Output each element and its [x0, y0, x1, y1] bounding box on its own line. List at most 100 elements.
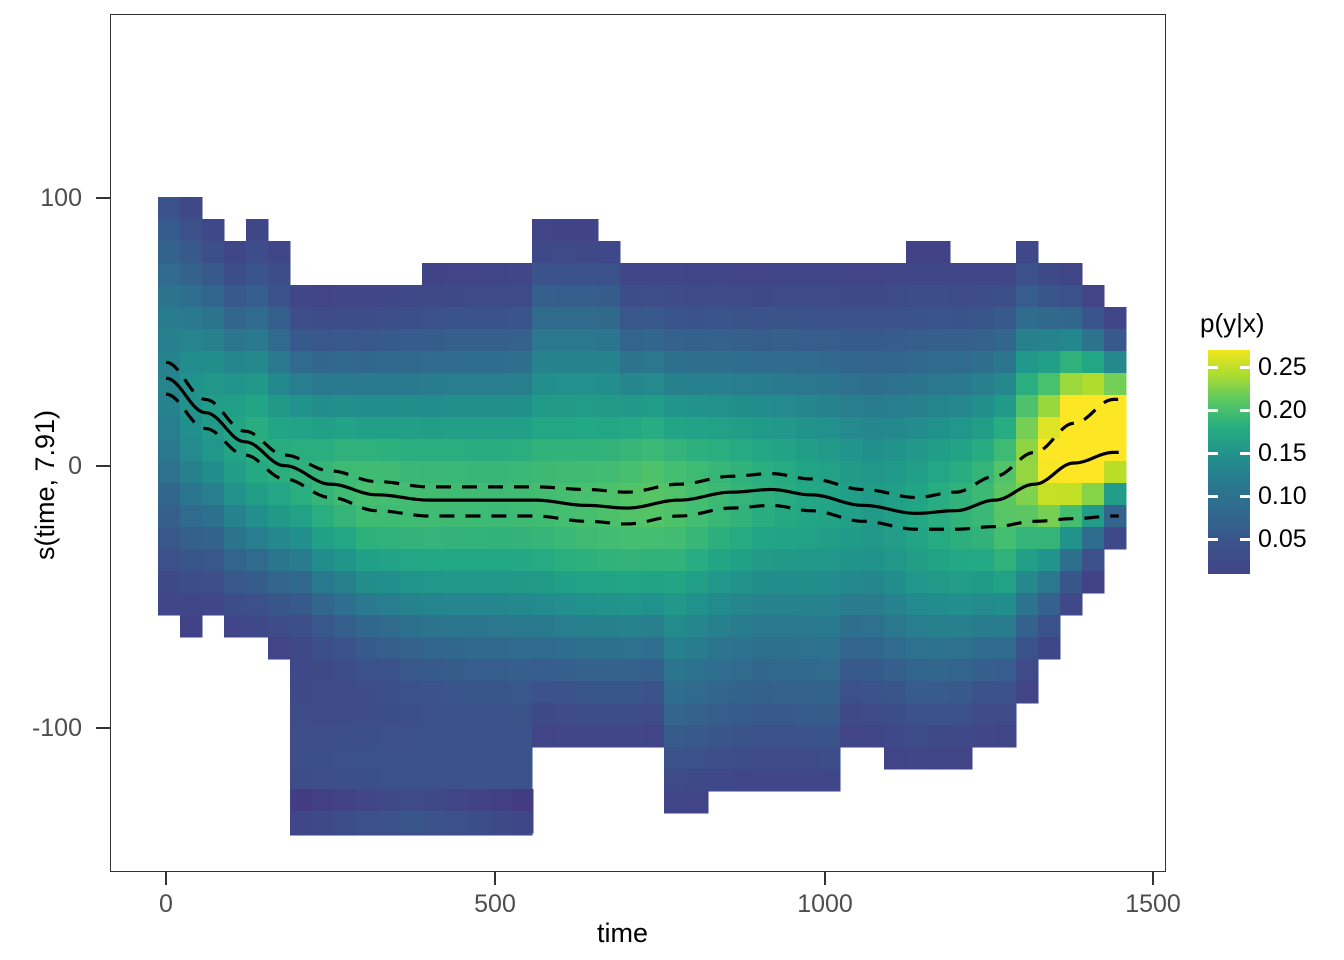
heatmap-cell [334, 549, 357, 572]
heatmap-cell [708, 637, 731, 660]
heatmap-cell [224, 549, 247, 572]
heatmap-cell [642, 351, 665, 374]
heatmap-cell [906, 373, 929, 396]
heatmap-cell [950, 461, 973, 484]
heatmap-cell [511, 789, 534, 812]
heatmap-cell [1060, 439, 1083, 462]
heatmap-cell [752, 329, 775, 352]
heatmap-cell [290, 615, 313, 638]
heatmap-cell [1082, 417, 1105, 440]
colorbar-tick-020 [1208, 409, 1218, 412]
heatmap-cell [422, 285, 445, 308]
heatmap-cell [840, 703, 863, 726]
heatmap-cell [334, 373, 357, 396]
heatmap-cell [972, 505, 995, 528]
heatmap-cell [554, 219, 577, 242]
heatmap-cell [950, 593, 973, 616]
heatmap-cell [664, 593, 687, 616]
heatmap-cell [510, 681, 533, 704]
heatmap-cell [422, 549, 445, 572]
heatmap-cell [818, 725, 841, 748]
heatmap-cell [444, 461, 467, 484]
heatmap-cell [950, 659, 973, 682]
heatmap-cell [378, 373, 401, 396]
heatmap-cell [466, 373, 489, 396]
heatmap-cell [554, 329, 577, 352]
heatmap-cell [862, 659, 885, 682]
colorbar-tick-020r [1240, 409, 1250, 412]
heatmap-cell [1104, 329, 1127, 352]
heatmap-cell [180, 593, 203, 616]
heatmap-cell [928, 659, 951, 682]
heatmap-cell [796, 549, 819, 572]
heatmap-cell [950, 439, 973, 462]
heatmap-cell [840, 571, 863, 594]
heatmap-cell [598, 659, 621, 682]
heatmap-cell [994, 329, 1017, 352]
heatmap-cell [686, 263, 709, 286]
heatmap-cell [950, 329, 973, 352]
heatmap-cell [598, 263, 621, 286]
heatmap-cell [356, 351, 379, 374]
heatmap-cell [312, 659, 335, 682]
heatmap-cell [158, 307, 181, 330]
heatmap-cell [510, 725, 533, 748]
heatmap-cell [554, 571, 577, 594]
heatmap-cell [862, 571, 885, 594]
fit-line [165, 376, 1119, 515]
heatmap-cell [444, 285, 467, 308]
heatmap-cell [862, 615, 885, 638]
heatmap-cell [378, 703, 401, 726]
heatmap-cell [554, 681, 577, 704]
heatmap-cell [246, 351, 269, 374]
heatmap-cell [444, 593, 467, 616]
heatmap-cell [510, 461, 533, 484]
heatmap-cell [862, 329, 885, 352]
heatmap-cell [994, 439, 1017, 462]
heatmap-cell [1038, 461, 1061, 484]
heatmap-cell [180, 395, 203, 418]
heatmap-cell [774, 681, 797, 704]
heatmap-cell [796, 703, 819, 726]
heatmap-cell [884, 439, 907, 462]
heatmap-cell [994, 285, 1017, 308]
x-tick-mark-1500 [1152, 872, 1154, 885]
heatmap-cell [686, 505, 709, 528]
heatmap-cell [708, 439, 731, 462]
heatmap-cell [334, 505, 357, 528]
heatmap-cell [906, 637, 929, 660]
heatmap-cell [642, 615, 665, 638]
heatmap-cell [1016, 615, 1039, 638]
heatmap-cell [708, 417, 731, 440]
heatmap-cell [752, 681, 775, 704]
heatmap-cell [906, 417, 929, 440]
heatmap-cell [466, 527, 489, 550]
heatmap-cell [202, 241, 225, 264]
heatmap-cell [356, 769, 379, 792]
heatmap-cell [818, 593, 841, 616]
heatmap-cell [906, 571, 929, 594]
heatmap-cell [356, 659, 379, 682]
heatmap-cell [818, 549, 841, 572]
heatmap-cell [730, 329, 753, 352]
heatmap-cell [268, 505, 291, 528]
heatmap-cell [158, 527, 181, 550]
heatmap-cell [202, 373, 225, 396]
heatmap-cell [158, 483, 181, 506]
heatmap-cell [598, 681, 621, 704]
heatmap-cell [950, 571, 973, 594]
heatmap-cell [510, 285, 533, 308]
heatmap-cell [994, 637, 1017, 660]
heatmap-cell [796, 417, 819, 440]
heatmap-cell [180, 615, 203, 638]
heatmap-cell [1060, 417, 1083, 440]
heatmap-cell [378, 505, 401, 528]
heatmap-cell [510, 549, 533, 572]
heatmap-cell [972, 417, 995, 440]
heatmap-cell [246, 593, 269, 616]
heatmap-cell [444, 527, 467, 550]
heatmap-cell [840, 395, 863, 418]
heatmap-cell [928, 615, 951, 638]
heatmap-cell [774, 615, 797, 638]
heatmap-cell [422, 329, 445, 352]
